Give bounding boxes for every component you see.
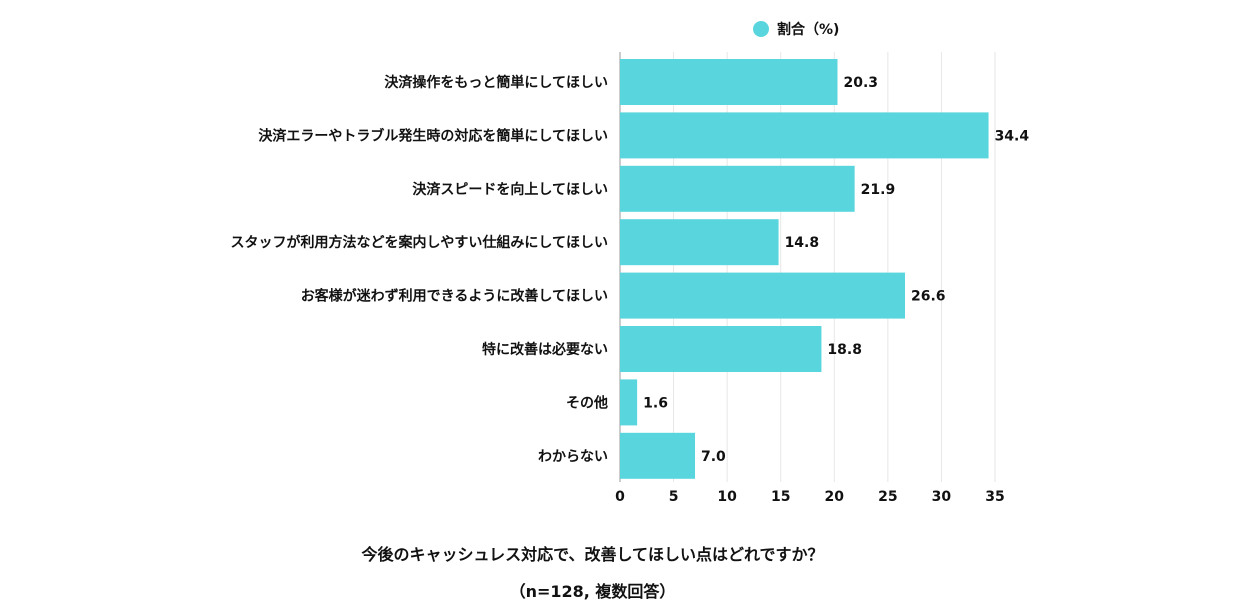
x-tick-label: 0	[615, 489, 625, 505]
value-label: 7.0	[701, 449, 726, 465]
x-tick-label: 25	[878, 489, 897, 505]
value-label: 20.3	[844, 75, 879, 91]
x-tick-label: 10	[717, 489, 737, 505]
x-axis-ticks: 0 5 10 15 20 25 30 35	[615, 489, 1005, 505]
chart-caption-note: （n=128, 複数回答）	[509, 582, 676, 601]
category-label: 決済エラーやトラブル発生時の対応を簡単にしてほしい	[258, 127, 608, 144]
bar	[620, 432, 695, 479]
bar	[620, 59, 838, 105]
bar	[620, 112, 989, 159]
category-label: わからない	[538, 449, 608, 465]
chart-caption-title: 今後のキャッシュレス対応で、改善してほしい点はどれですか？	[361, 545, 824, 564]
x-tick-label: 5	[669, 489, 679, 505]
category-label: お客様が迷わず利用できるように改善してほしい	[301, 288, 608, 305]
x-tick-label: 15	[771, 489, 790, 505]
value-label: 1.6	[643, 395, 668, 411]
category-label: 決済スピードを向上してほしい	[412, 181, 608, 198]
category-labels: 決済操作をもっと簡単にしてほしい決済エラーやトラブル発生時の対応を簡単にしてほし…	[231, 74, 608, 465]
bar	[620, 165, 855, 212]
legend-swatch	[753, 21, 769, 37]
category-label: 特に改善は必要ない	[482, 341, 608, 358]
x-tick-label: 20	[825, 489, 845, 505]
bar	[620, 326, 822, 372]
bar	[620, 219, 779, 266]
value-label: 18.8	[827, 342, 862, 358]
category-label: 決済操作をもっと簡単にしてほしい	[384, 74, 608, 91]
x-tick-label: 35	[985, 489, 1004, 505]
category-label: スタッフが利用方法などを案内しやすい仕組みにしてほしい	[231, 234, 608, 251]
value-label: 26.6	[911, 289, 946, 305]
x-tick-label: 30	[932, 489, 952, 505]
value-label: 14.8	[785, 235, 820, 251]
value-label: 21.9	[861, 182, 896, 198]
legend: 割合（%)	[753, 21, 839, 38]
value-label: 34.4	[995, 128, 1030, 144]
legend-label: 割合（%)	[777, 21, 839, 38]
value-labels: 20.3 34.4 21.9 14.8 26.6 18.8 1.6 7.0	[643, 75, 1029, 465]
bar	[620, 379, 638, 426]
bars	[620, 59, 989, 479]
bar	[620, 272, 905, 319]
category-label: その他	[566, 394, 608, 411]
